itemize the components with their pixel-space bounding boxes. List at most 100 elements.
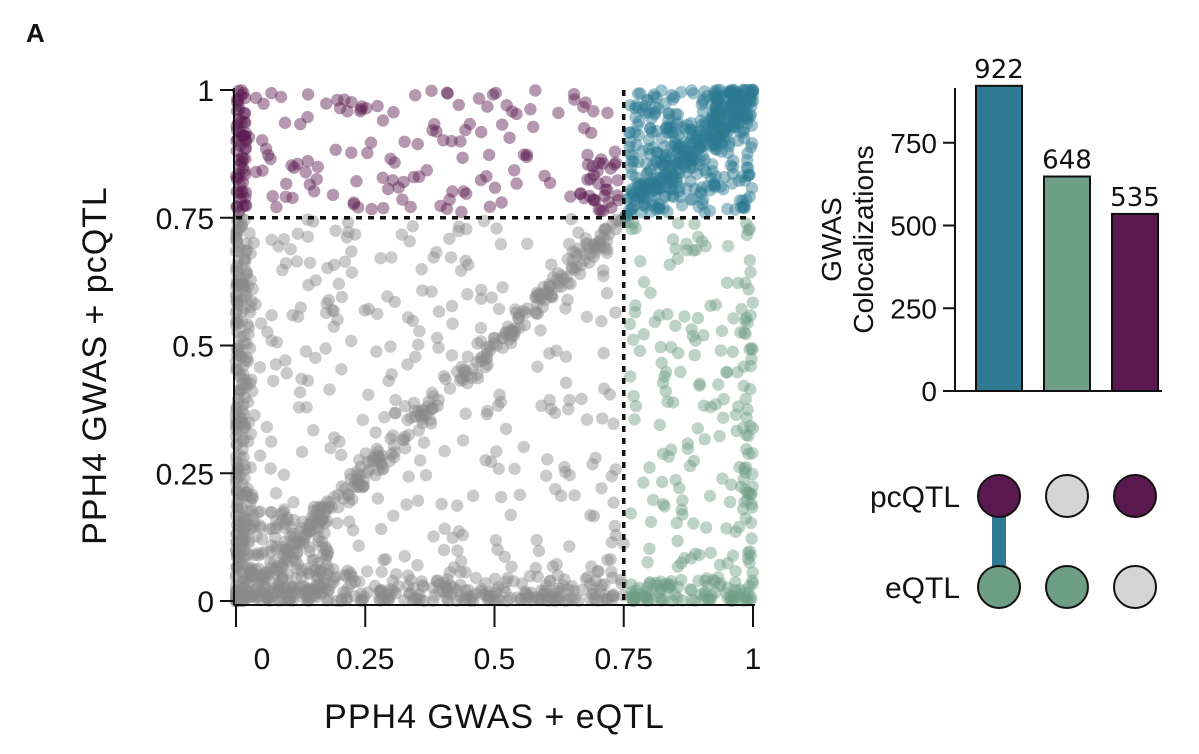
scatter-point (232, 461, 245, 475)
scatter-point (563, 393, 576, 407)
scatter-point (314, 503, 327, 516)
scatter-point (441, 573, 454, 586)
scatter-point (332, 501, 345, 514)
scatter-point (655, 132, 668, 145)
scatter-point (735, 102, 748, 116)
scatter-point (488, 331, 501, 345)
scatter-point (733, 87, 746, 101)
scatter-point (660, 122, 673, 135)
scatter-point (507, 329, 521, 342)
scatter-point (292, 401, 306, 414)
scatter-point (633, 344, 647, 358)
scatter-point (634, 188, 648, 201)
scatter-point (741, 403, 754, 416)
scatter-point (729, 92, 743, 106)
scatter-point (236, 161, 250, 175)
scatter-point (743, 190, 756, 203)
scatter-point (249, 298, 262, 311)
scatter-point (404, 411, 418, 424)
scatter-point (699, 116, 712, 130)
scatter-point (320, 594, 334, 607)
scatter-point (462, 258, 475, 271)
scatter-point (457, 363, 471, 376)
scatter-point (675, 503, 688, 516)
scatter-point (635, 180, 649, 193)
scatter-point (240, 548, 253, 561)
scatter-point (673, 139, 686, 152)
scatter-point (543, 176, 557, 190)
scatter-point (721, 85, 734, 98)
scatter-point (421, 400, 435, 413)
scatter-point (664, 182, 678, 195)
scatter-point (263, 594, 276, 607)
scatter-point (727, 154, 740, 167)
scatter-point (493, 388, 506, 401)
scatter-point (672, 346, 685, 360)
scatter-point (451, 584, 464, 597)
scatter-point (745, 137, 759, 150)
scatter-point (741, 316, 754, 329)
scatter-point (400, 498, 413, 511)
scatter-point (236, 551, 250, 564)
scatter-point (233, 383, 246, 396)
scatter-point (682, 149, 695, 162)
scatter-point (345, 96, 358, 109)
scatter-point (669, 107, 682, 121)
scatter-point (239, 252, 252, 265)
scatter-point (708, 180, 722, 194)
scatter-point (387, 106, 400, 119)
scatter-point (452, 220, 466, 233)
scatter-point (369, 469, 382, 482)
scatter-point (643, 148, 656, 161)
scatter-point (641, 93, 654, 107)
scatter-point (412, 170, 426, 183)
scatter-point (690, 125, 704, 138)
scatter-point (371, 450, 384, 464)
scatter-point (725, 478, 738, 491)
scatter-point (666, 168, 679, 181)
scatter-point (541, 591, 554, 604)
scatter-point (244, 427, 257, 441)
scatter-point (605, 536, 619, 549)
scatter-point (600, 246, 614, 259)
scatter-point (648, 108, 661, 121)
scatter-point (657, 173, 671, 186)
scatter-point (739, 461, 753, 474)
scatter-point (642, 133, 656, 147)
scatter-point (236, 176, 249, 189)
scatter-point (443, 382, 457, 395)
scatter-point (343, 496, 356, 509)
scatter-point (433, 577, 446, 591)
scatter-point (724, 107, 737, 120)
scatter-point (641, 166, 654, 180)
scatter-point (544, 574, 557, 587)
scatter-point (531, 297, 544, 310)
scatter-point (714, 180, 727, 193)
scatter-point (375, 591, 388, 604)
scatter-point (303, 587, 316, 601)
scatter-point (708, 179, 721, 192)
scatter-point (373, 585, 386, 598)
scatter-point (365, 202, 378, 216)
scatter-point (652, 201, 666, 214)
scatter-point (232, 363, 245, 377)
scatter-point (742, 93, 756, 107)
scatter-point (648, 189, 661, 202)
scatter-point (291, 310, 305, 323)
scatter-point (535, 292, 548, 305)
scatter-point (540, 469, 553, 482)
scatter-point (331, 594, 344, 607)
scatter-point (409, 350, 422, 363)
scatter-point (427, 581, 440, 594)
scatter-point (679, 124, 692, 137)
scatter-point (631, 177, 644, 190)
scatter-point (665, 119, 678, 132)
bar-y-axis-title: GWAS (816, 197, 847, 282)
scatter-point (235, 116, 248, 129)
scatter-point (308, 589, 321, 602)
scatter-point (644, 205, 658, 218)
scatter-point (608, 158, 621, 171)
scatter-point (237, 451, 250, 464)
scatter-point (746, 83, 759, 97)
scatter-point (704, 546, 717, 559)
